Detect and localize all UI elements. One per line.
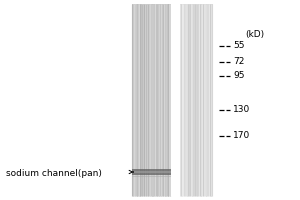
Text: 170: 170 [233, 132, 250, 140]
Bar [132, 4, 171, 196]
Text: 55: 55 [233, 42, 244, 50]
Text: 95: 95 [233, 72, 244, 80]
Bar [171, 4, 180, 196]
Bar [132, 171, 171, 173]
Text: 130: 130 [233, 106, 250, 114]
Bar [132, 176, 171, 177]
Bar [132, 169, 171, 175]
Text: sodium channel(pan): sodium channel(pan) [6, 170, 102, 178]
Bar [180, 4, 213, 196]
Text: (kD): (kD) [245, 29, 264, 38]
Text: 72: 72 [233, 58, 244, 66]
